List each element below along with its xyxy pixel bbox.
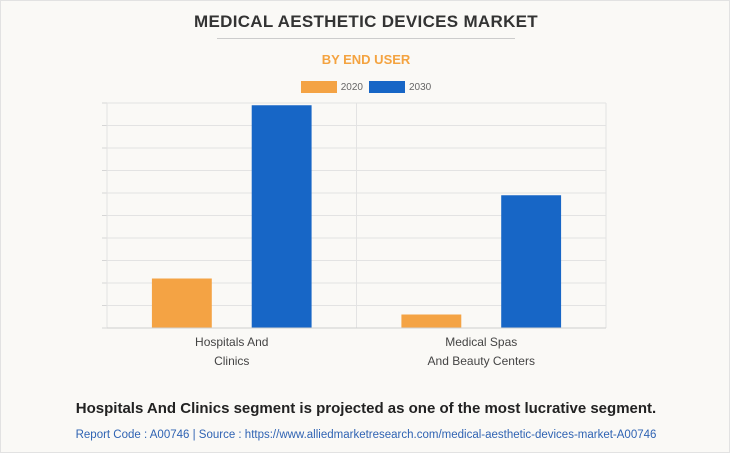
bar-chart: Hospitals And Clinics Medical Spas And Beau… — [102, 102, 607, 368]
legend-label-2030: 2030 — [409, 81, 432, 93]
legend: 2020 2030 — [1, 81, 730, 93]
bar-2020-1 — [401, 314, 462, 328]
category-label-1-1: And Beauty Centers — [428, 354, 535, 368]
category-label-0-1: Clinics — [214, 354, 249, 368]
bar-2030-0 — [251, 105, 312, 328]
bar-2020-0 — [151, 278, 212, 328]
category-label-1-0: Medical Spas — [445, 335, 517, 349]
key-finding-text: Hospitals And Clinics segment is project… — [75, 400, 657, 417]
title-divider — [217, 38, 515, 39]
legend-swatch-2030 — [369, 81, 405, 93]
chart-subtitle: BY END USER — [321, 52, 411, 67]
legend-label-2020: 2020 — [340, 81, 363, 93]
chart-title: MEDICAL AESTHETIC DEVICES MARKET — [194, 12, 538, 31]
legend-item-2020[interactable]: 2020 — [300, 81, 363, 93]
category-label-0-0: Hospitals And — [195, 335, 268, 349]
legend-item-2030[interactable]: 2030 — [369, 81, 431, 93]
source-line[interactable]: Report Code : A00746 | Source : https://… — [75, 429, 657, 441]
legend-swatch-2020 — [300, 81, 337, 93]
bar-2030-1 — [501, 195, 562, 328]
